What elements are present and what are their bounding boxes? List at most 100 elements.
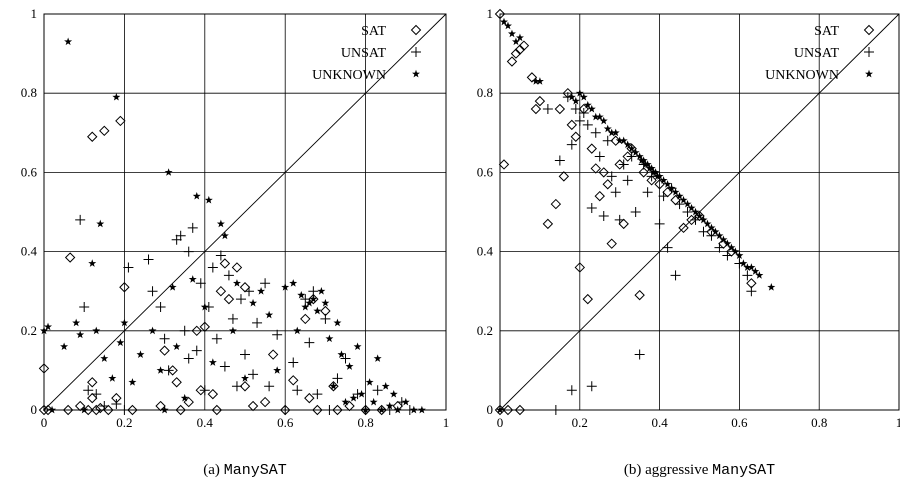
data-point-sat: [494, 404, 506, 416]
data-point-unknown: [297, 290, 306, 299]
data-point-unknown: [369, 397, 378, 406]
data-point-sat: [582, 293, 593, 305]
data-point-unsat: [264, 381, 275, 392]
data-point-unsat: [252, 317, 263, 328]
data-point-unknown: [220, 231, 229, 240]
data-point-unknown: [180, 393, 189, 402]
data-point-unsat: [111, 399, 122, 410]
data-point-unsat: [292, 385, 303, 396]
caption-prefix: (b) aggressive: [624, 462, 712, 478]
data-point-unsat: [143, 254, 154, 265]
data-point-unknown: [535, 77, 544, 85]
data-point-unknown: [349, 393, 358, 402]
data-point-unsat: [260, 278, 271, 289]
x-tick-label: 1: [896, 415, 900, 430]
data-point-unsat: [231, 381, 242, 392]
y-tick-label: 0.2: [477, 323, 493, 338]
data-point-unknown: [389, 389, 398, 398]
data-point-unknown: [699, 215, 708, 224]
data-point-unknown: [116, 338, 125, 347]
data-point-unknown: [595, 112, 604, 121]
data-point-unknown: [683, 199, 692, 208]
data-point-sat: [550, 198, 562, 210]
data-point-unknown: [289, 279, 298, 287]
data-point-sat: [510, 48, 522, 59]
y-tick-label: 1: [31, 6, 38, 21]
data-point-unknown: [417, 405, 426, 414]
data-point-unsat: [304, 337, 315, 348]
y-tick-label: 0.4: [477, 244, 494, 259]
data-point-sat: [87, 392, 98, 404]
data-point-sat: [506, 56, 518, 67]
x-tick-label: 0.4: [651, 415, 668, 430]
data-point-sat: [99, 125, 110, 137]
y-tick-label: 0.6: [21, 164, 38, 179]
data-point-unsat: [324, 405, 335, 415]
data-point-unsat: [674, 199, 685, 210]
data-point-sat: [267, 349, 279, 360]
legend: SAT UNSAT UNKNOWN: [312, 24, 422, 83]
data-point-sat: [598, 167, 609, 178]
data-point-unknown: [365, 378, 374, 386]
data-point-sat: [718, 238, 729, 249]
y-tick-label: 1: [487, 6, 494, 21]
data-point-unknown: [148, 326, 157, 335]
data-point-unknown: [301, 302, 310, 311]
x-tick-label: 0.6: [731, 415, 748, 430]
legend-label-sat: SAT: [814, 24, 839, 39]
data-point-unknown: [663, 180, 672, 188]
data-point-sat: [211, 404, 223, 416]
data-point-unknown: [500, 17, 508, 26]
data-point-unknown: [511, 37, 520, 46]
data-point-sat: [304, 392, 315, 404]
data-point-unknown: [675, 191, 684, 200]
legend-label-unsat: UNSAT: [341, 46, 387, 61]
data-point-unknown: [655, 172, 664, 180]
data-point-sat: [534, 95, 546, 107]
data-point-unsat: [207, 262, 218, 273]
data-point-sat: [171, 377, 182, 388]
data-point-sat: [586, 143, 597, 154]
data-point-unsat: [746, 286, 757, 297]
data-point-unknown: [60, 342, 69, 351]
data-point-sat: [191, 325, 202, 337]
data-point-unsat: [215, 250, 226, 261]
legend-marker-unknown: [865, 69, 873, 78]
data-point-unknown: [727, 243, 736, 252]
series-unknown: [40, 37, 426, 414]
data-point-sat: [38, 363, 50, 374]
data-point-sat: [542, 218, 554, 230]
x-tick-label: 1: [443, 415, 450, 430]
y-tick-label: 0.8: [477, 85, 493, 100]
x-tick-label: 0: [497, 415, 504, 430]
data-point-unsat: [163, 365, 174, 376]
data-point-sat: [87, 377, 98, 388]
data-point-unknown: [671, 188, 680, 196]
data-point-unsat: [244, 286, 255, 297]
y-tick-label: 0.6: [477, 164, 494, 179]
data-point-sat: [526, 72, 538, 83]
data-point-unsat: [235, 294, 246, 305]
data-point-unsat: [183, 353, 194, 364]
data-point-unknown: [96, 219, 105, 228]
data-point-unknown: [623, 140, 632, 149]
data-point-sat: [614, 159, 625, 170]
data-point-unsat: [91, 389, 102, 400]
plot-frame: [43, 13, 447, 411]
data-point-unknown: [583, 100, 592, 109]
data-point-unsat: [610, 187, 621, 198]
data-point-sat: [686, 214, 697, 226]
data-point-unknown: [599, 116, 608, 125]
data-point-unsat: [187, 222, 198, 233]
data-point-unsat: [714, 242, 725, 253]
data-point-sat: [207, 388, 219, 400]
legend-label-unsat: UNSAT: [794, 46, 840, 61]
data-point-sat: [332, 404, 343, 416]
data-point-unsat: [626, 151, 637, 162]
data-point-unsat: [598, 210, 609, 221]
data-point-unsat: [698, 226, 709, 237]
data-point-unsat: [586, 381, 597, 392]
data-point-unknown: [691, 207, 700, 216]
caption-prefix: (a): [203, 462, 223, 478]
data-point-unsat: [590, 127, 601, 138]
